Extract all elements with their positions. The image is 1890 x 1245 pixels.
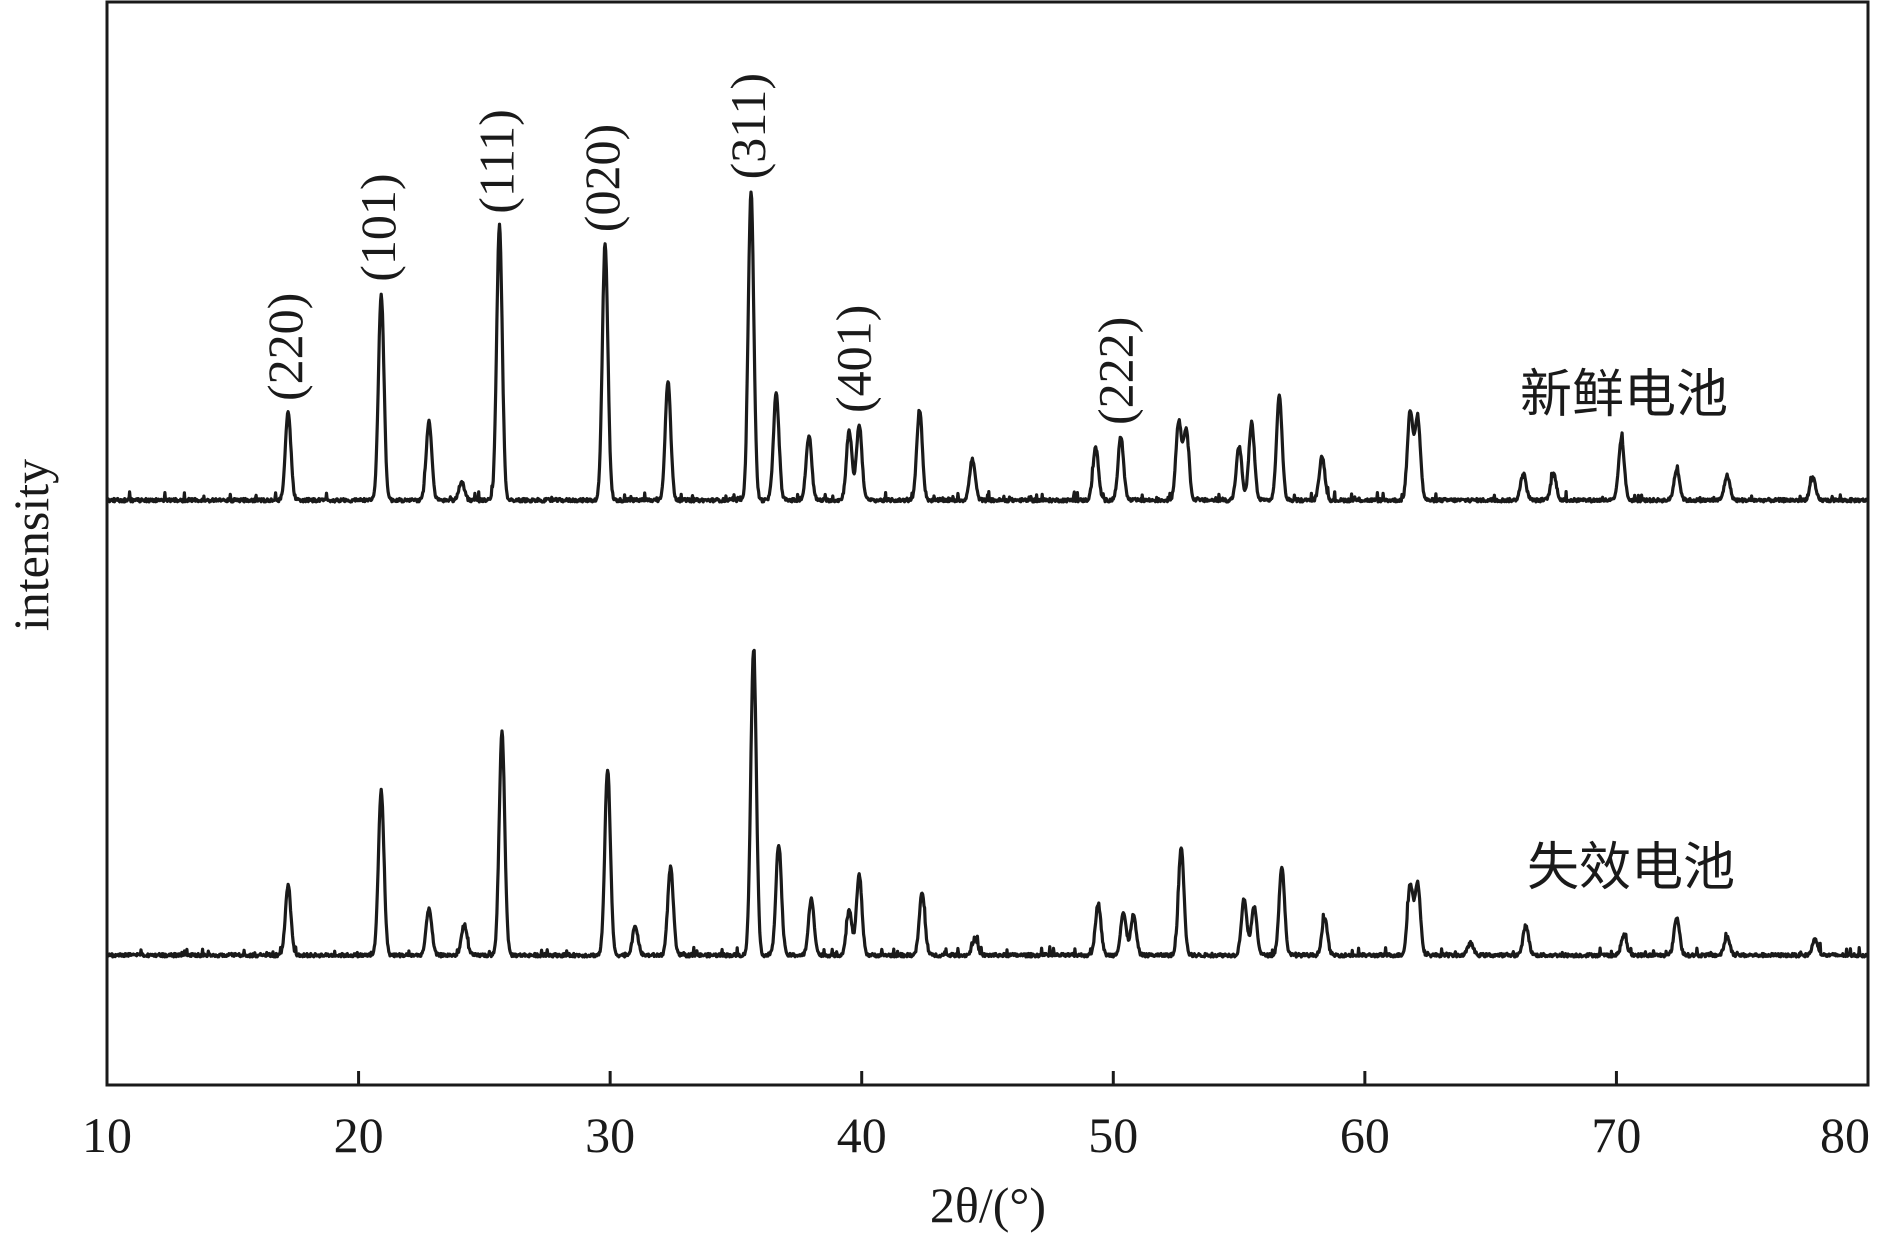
x-tick-label: 40 (837, 1107, 887, 1163)
x-tick-label: 80 (1820, 1107, 1870, 1163)
x-tick-label: 30 (585, 1107, 635, 1163)
x-tick-label: 70 (1591, 1107, 1641, 1163)
peak-label: (020) (574, 124, 630, 232)
series-line-fresh (105, 190, 1870, 504)
peak-label: (220) (257, 293, 313, 401)
x-tick-label: 50 (1088, 1107, 1138, 1163)
peak-label: (101) (350, 173, 406, 281)
series-label-fresh: 新鲜电池 (1520, 365, 1728, 425)
plot-frame (105, 0, 1870, 1087)
series-label-failed: 失效电池 (1527, 838, 1735, 898)
x-tick-label: 60 (1340, 1107, 1390, 1163)
x-tick-label: 20 (334, 1107, 384, 1163)
x-axis-ticks: 10 20 30 40 50 60 70 80 (82, 1071, 1870, 1163)
peak-label: (311) (720, 73, 776, 179)
x-tick-label: 10 (82, 1107, 132, 1163)
x-axis-title: 2θ/(°) (930, 1177, 1046, 1233)
peak-label: (111) (469, 109, 525, 214)
series-line-failed (105, 648, 1870, 959)
peak-label: (401) (826, 305, 882, 413)
peak-label: (222) (1087, 317, 1143, 425)
y-axis-title: intensity (3, 459, 59, 631)
peak-annotations: (220) (101) (111) (020) (311) (401) (222) (257, 73, 1143, 425)
series-layer (105, 190, 1870, 959)
